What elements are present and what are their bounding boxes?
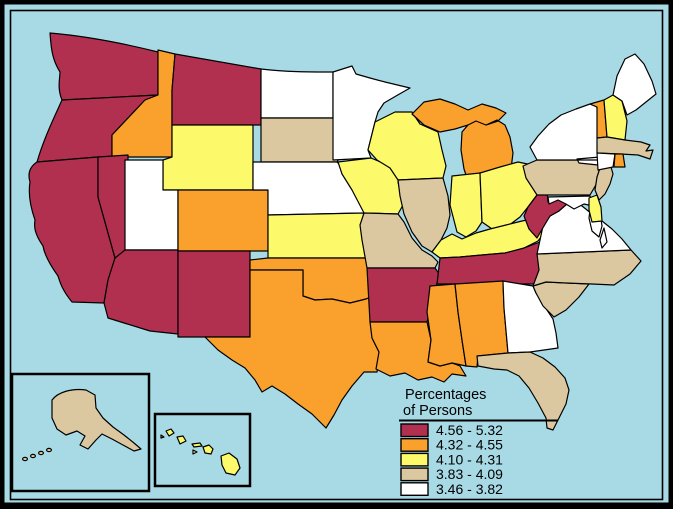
state-SD [260,117,342,163]
alaska-inset [10,372,151,493]
legend-row: 4.32 - 4.55 [400,437,503,453]
state-KS [267,212,370,259]
aleutian-island [45,447,52,453]
state-WA [49,32,159,101]
legend-swatch-class3 [400,452,429,467]
legend-swatch-class5 [400,482,429,496]
state-SC [532,281,590,318]
state-NC [532,249,642,287]
state-WY [162,124,254,191]
state-CO [177,189,269,252]
legend-row: 3.46 - 3.82 [400,481,503,497]
frame-right [668,0,673,509]
aleutian-island [37,450,44,456]
aleutian-island [30,453,37,459]
legend-swatch-class4 [400,467,429,482]
legend-label-class1: 4.56 - 5.32 [436,422,503,438]
legend-title-line2: of Persons [403,403,472,419]
state-PA [522,159,602,196]
state-ND [260,68,334,119]
frame-bottom [0,502,673,509]
legend-row: 4.56 - 5.32 [400,422,503,438]
legend-swatch-class1 [400,423,429,438]
state-MI [411,98,514,188]
state-NM [177,250,251,338]
state-RI [613,153,626,168]
inner-frame-line [9,9,664,501]
state-CT [596,152,616,171]
frame-left [0,0,5,509]
frame-top [0,0,673,5]
state-DE [588,194,603,223]
hawaii-inset [153,412,252,488]
legend-row: 3.83 - 4.09 [400,466,503,482]
states-layer [28,32,657,431]
legend-label-class5: 3.46 - 3.82 [436,481,503,497]
aleutian-island [22,456,29,462]
state-NJ [594,164,614,201]
state-ME [612,53,657,116]
legend-row: 4.10 - 4.31 [400,451,503,467]
state-HI [160,428,241,476]
state-MN [332,65,411,161]
legend-label-class4: 3.83 - 4.09 [436,466,503,482]
state-CA [28,156,116,304]
legend-label-class3: 4.10 - 4.31 [436,451,503,467]
legend: Percentages of Persons 4.56 - 5.32 4.32 … [399,387,558,497]
state-MO [359,212,439,269]
legend-swatch-class2 [400,438,429,452]
legend-label-class2: 4.32 - 4.55 [436,437,503,453]
state-AK [51,388,142,452]
legend-title-line1: Percentages [405,387,486,403]
hawaii-inset-box [153,412,252,488]
state-FL [476,351,570,431]
state-TX [204,269,381,429]
